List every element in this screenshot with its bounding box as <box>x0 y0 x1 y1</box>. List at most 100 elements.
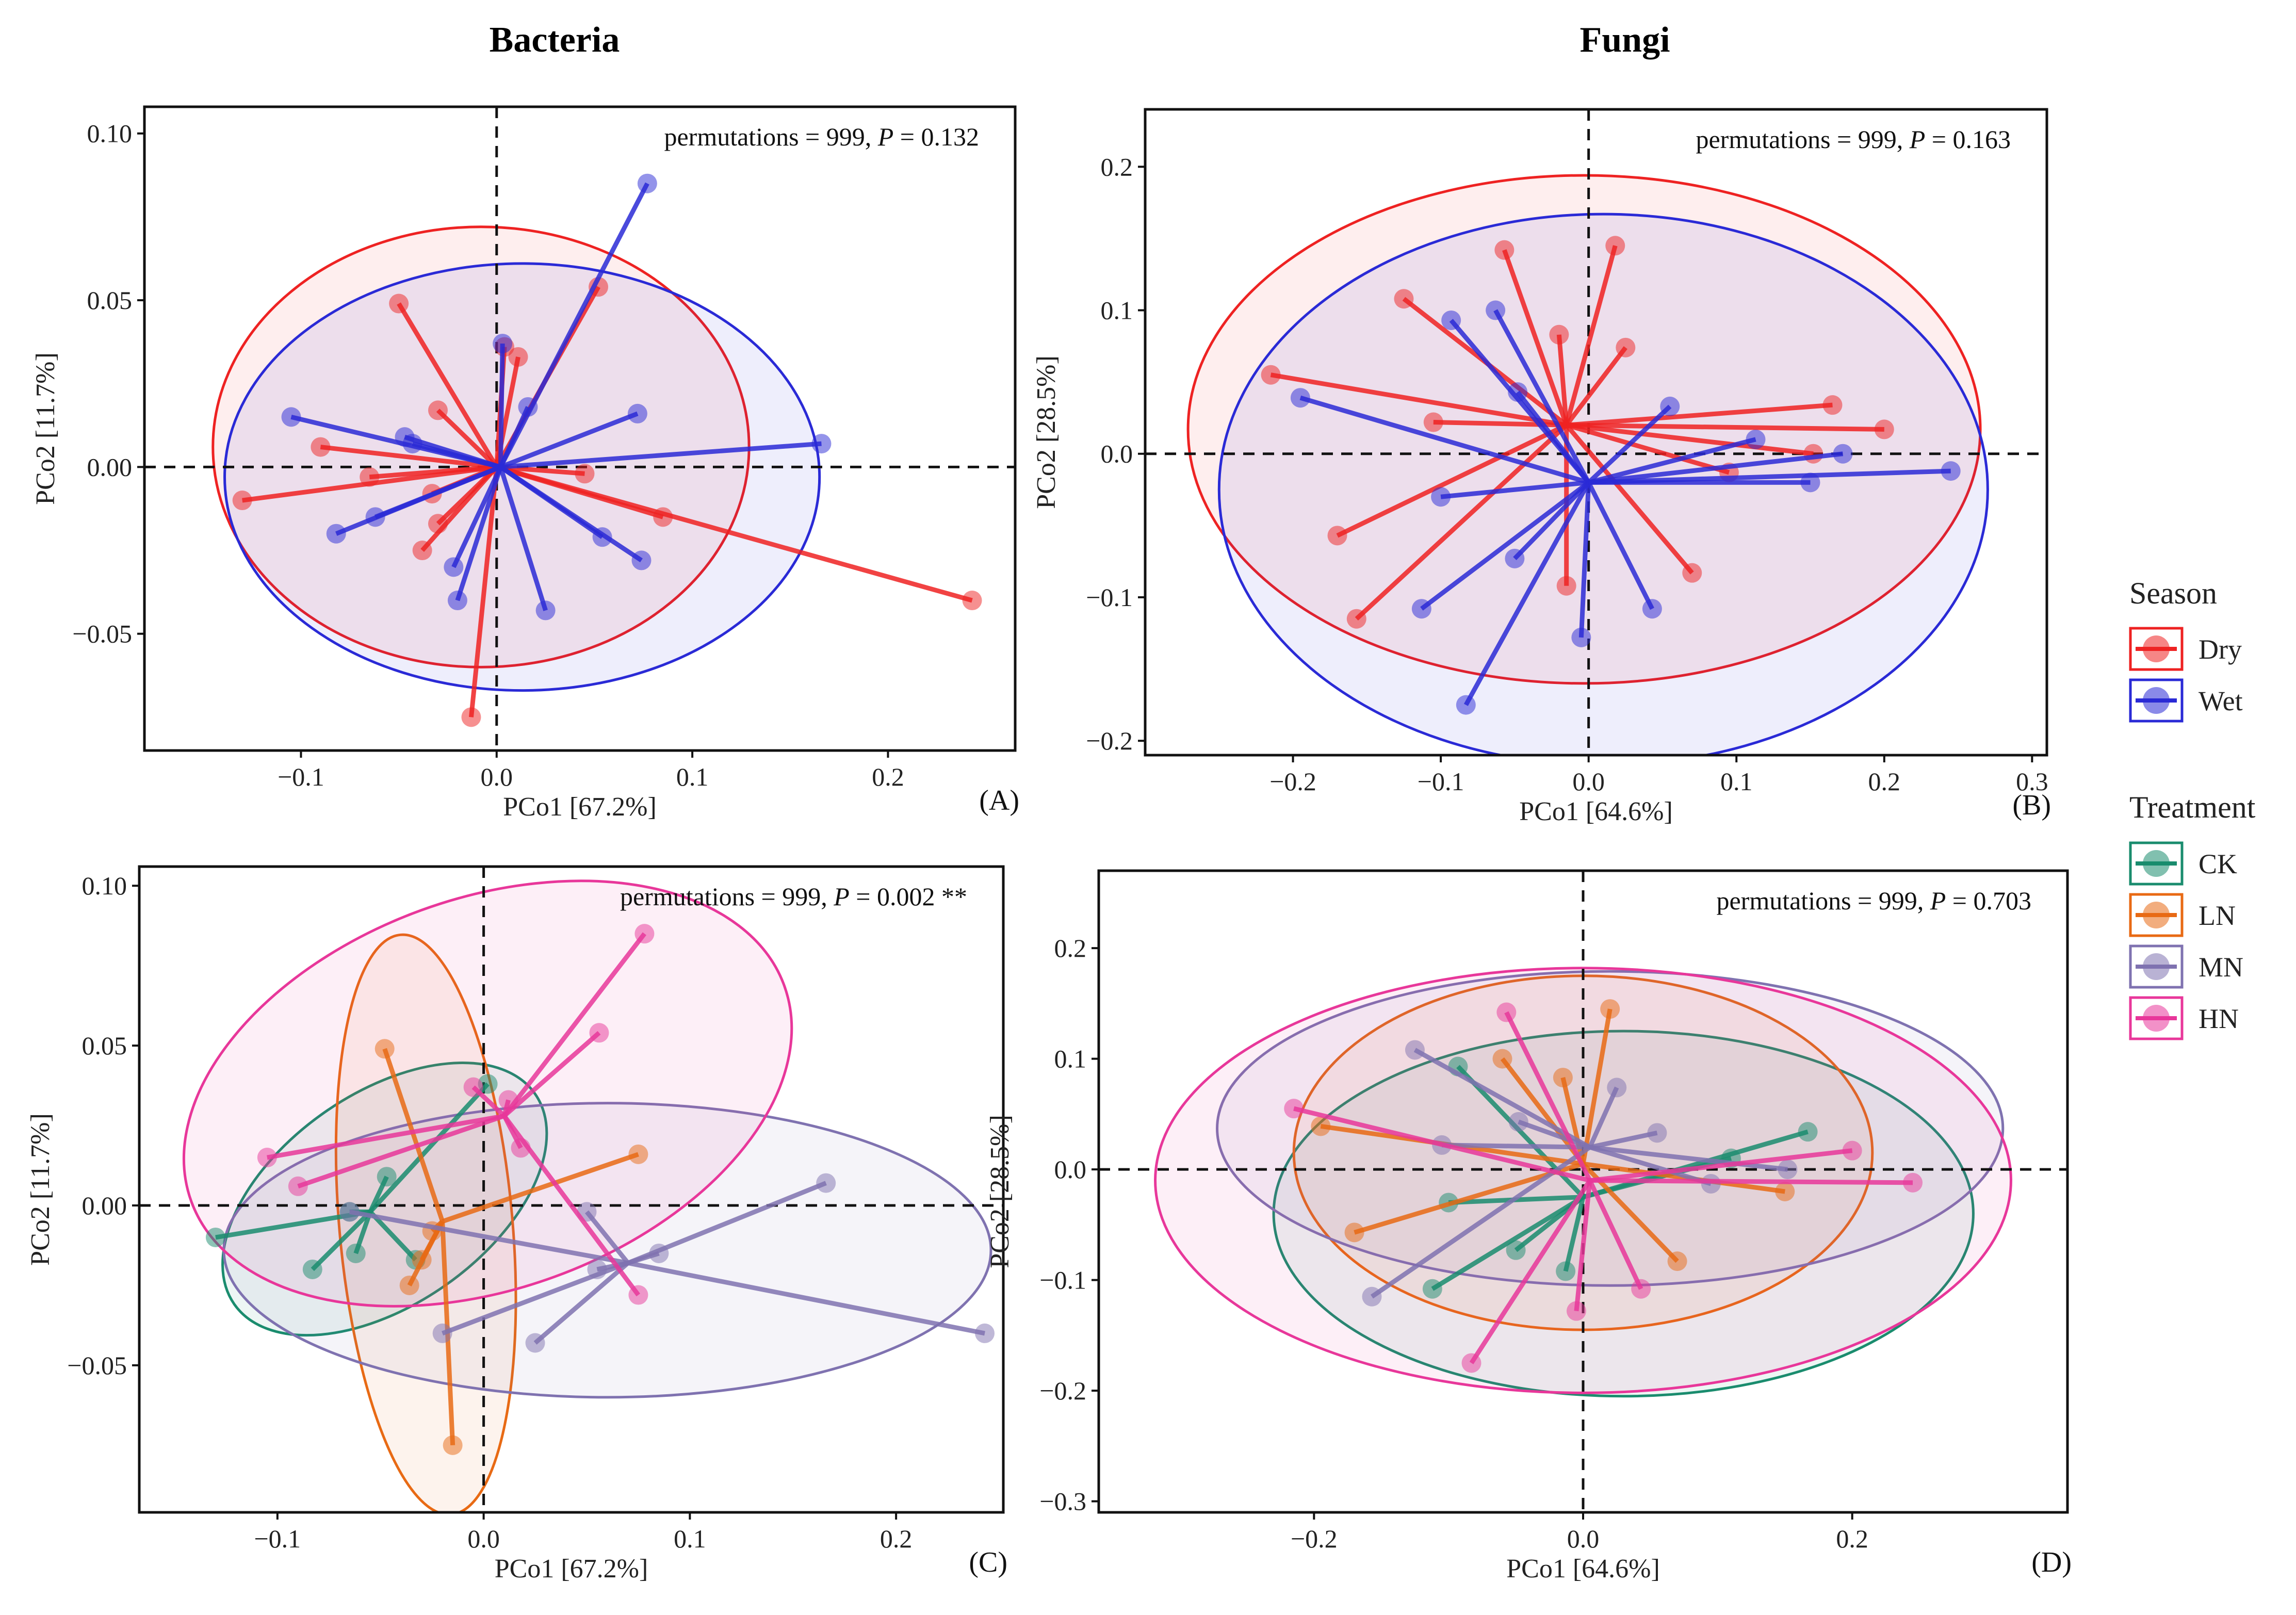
data-point <box>1701 1173 1721 1194</box>
spider-segment <box>1566 402 1833 428</box>
y-tick-label: −0.3 <box>1039 1487 1086 1516</box>
data-point <box>649 1243 669 1263</box>
data-point <box>1660 396 1680 416</box>
spider-segment <box>498 466 548 611</box>
data-point <box>1775 1182 1795 1201</box>
data-point <box>634 924 655 944</box>
data-point <box>205 1227 225 1247</box>
spider-segment <box>627 1261 985 1336</box>
y-tick-label: −0.05 <box>67 1351 127 1380</box>
x-tick-label: −0.2 <box>1269 767 1316 796</box>
x-axis-label: PCo1 [64.6%] <box>1519 797 1673 826</box>
data-point <box>257 1148 277 1168</box>
spider-segment <box>1566 422 1884 432</box>
spider-segment <box>1565 423 1694 575</box>
legend-label-wet: Wet <box>2199 686 2243 716</box>
legend-item-hn: HN <box>2129 996 2239 1040</box>
ellipse-ck <box>1272 1030 1975 1398</box>
data-point <box>1311 1116 1331 1136</box>
data-point <box>1422 1279 1442 1299</box>
data-point <box>1505 548 1525 568</box>
data-point <box>326 524 346 544</box>
y-tick-label: 0.05 <box>82 1031 127 1060</box>
permutation-annotation: permutations = 999, P = 0.163 <box>1696 125 2011 154</box>
data-point <box>631 550 652 570</box>
data-point <box>428 400 448 420</box>
x-tick-label: 0.2 <box>880 1524 913 1553</box>
spider-segment <box>1588 468 1951 485</box>
data-point <box>302 1259 322 1279</box>
data-point <box>288 1176 308 1196</box>
data-point <box>463 1077 483 1097</box>
data-point <box>1508 382 1528 402</box>
series-wet <box>281 173 832 621</box>
data-point <box>498 1090 518 1110</box>
data-point <box>1833 444 1853 464</box>
panel-c: −0.1 0.0 0.1 0.2 −0.05 0.00 0.05 0.10 PCo1 [67.2… <box>26 865 1007 1584</box>
x-tick-label: 0.0 <box>481 762 513 791</box>
spider-segment <box>1581 1008 1613 1165</box>
y-tick-label: −0.1 <box>1039 1266 1086 1295</box>
x-tick-label: 0.2 <box>1836 1524 1868 1553</box>
spider-segment <box>533 1261 630 1345</box>
column-title-bacteria: Bacteria <box>490 20 620 60</box>
y-tick-label: −0.2 <box>1039 1376 1086 1405</box>
panel-d: −0.2 0.0 0.2 −0.3 −0.2 −0.1 0.0 0.1 0.2 PCo1 [64.… <box>985 869 2072 1584</box>
data-point <box>1290 388 1310 408</box>
panel-a: −0.1 0.0 0.1 0.2 −0.05 0.00 0.05 0.10 PCo1 [67.2… <box>31 105 1019 822</box>
spider-segment <box>1588 437 1756 485</box>
data-point <box>1616 337 1636 357</box>
data-point <box>432 1323 452 1343</box>
plot-frame <box>138 865 1005 1514</box>
spider-segment <box>1587 404 1672 484</box>
y-tick-label: 0.0 <box>1101 439 1133 468</box>
spider-segment <box>374 465 502 519</box>
x-tick-label: 0.3 <box>2016 767 2048 796</box>
data-point <box>535 600 556 621</box>
spider-segment <box>1293 1106 1591 1183</box>
panel-label: (B) <box>2012 789 2051 821</box>
data-point <box>1549 324 1569 345</box>
y-tick-label: 0.00 <box>82 1191 127 1220</box>
permutation-prefix: permutations = 999, <box>664 122 877 151</box>
plot-frame <box>143 105 1017 752</box>
spider-segment <box>584 1210 630 1265</box>
x-tick-label: 0.2 <box>1868 767 1901 796</box>
spider-segment <box>1578 482 1591 638</box>
spider-segment <box>1587 1086 1619 1149</box>
p-symbol: P <box>877 122 894 151</box>
spider-segment <box>1442 1143 1590 1150</box>
data-point <box>1494 240 1515 260</box>
p-symbol: P <box>833 882 850 911</box>
spider-segment <box>1440 480 1589 499</box>
spider-segment <box>1431 1195 1585 1291</box>
p-value: = 0.002 ** <box>850 882 967 911</box>
spider-segment <box>1564 245 1618 426</box>
data-point <box>627 403 647 423</box>
spider-segment <box>1566 422 1814 456</box>
data-point <box>1874 419 1894 439</box>
p-value: = 0.132 <box>893 122 979 151</box>
spider-segment <box>1355 423 1568 621</box>
data-point <box>1631 1279 1651 1299</box>
plot-area <box>1145 109 2047 755</box>
spider-segment <box>412 441 501 469</box>
spider-segment <box>1588 451 1844 485</box>
data-point <box>1423 412 1443 432</box>
data-point <box>1800 472 1820 493</box>
x-tick-label: 0.1 <box>674 1524 706 1553</box>
spider-segment <box>1582 1129 1809 1200</box>
panel-label: (A) <box>979 785 1019 817</box>
data-point <box>1667 1251 1687 1271</box>
spider-segment <box>1502 249 1569 426</box>
spider-segment <box>1420 480 1590 611</box>
legend-item-ln: LN <box>2129 893 2236 937</box>
legend-key-wet-point <box>2143 687 2170 714</box>
data-point <box>1642 599 1662 619</box>
spider-segment <box>451 466 503 568</box>
legend-label-dry: Dry <box>2199 634 2242 665</box>
panel-label: (D) <box>2031 1546 2072 1578</box>
data-point <box>428 514 448 534</box>
p-value: = 0.703 <box>1946 886 2031 915</box>
spider-segment <box>1513 481 1590 560</box>
